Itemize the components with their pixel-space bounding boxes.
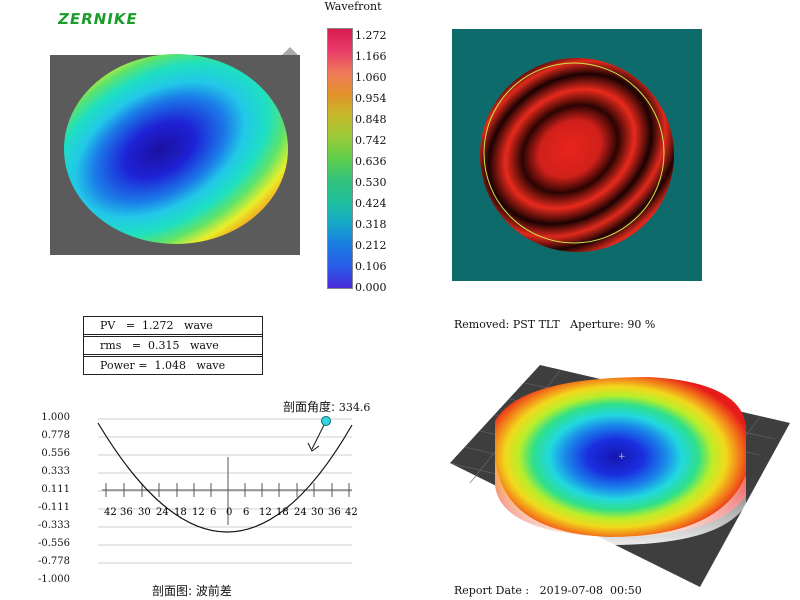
legend-value: 0.000 [355,281,387,294]
y-tick: -0.111 [37,502,70,513]
x-tick: 42 [104,507,117,518]
y-tick: 0.111 [41,484,70,495]
profile-caption: 剖面图: 波前差 [152,584,232,598]
angle-arrow [311,422,326,450]
wavefront-map: + [50,47,300,255]
svg-text:+: + [618,452,626,462]
legend-value: 1.166 [355,50,387,63]
x-tick: 12 [259,507,272,518]
profile-angle: 剖面角度: 334.6 [283,398,370,415]
legend-value: 0.318 [355,218,387,231]
x-tick: 36 [328,507,341,518]
power-value: Power = 1.048 wave [100,359,226,372]
y-tick: 0.333 [41,466,70,477]
y-tick: 0.556 [41,448,70,459]
zernike-logo: ZERNIKE [56,10,140,28]
rms-value: rms = 0.315 wave [84,337,262,357]
profile-curve [97,422,353,533]
interferogram [452,29,702,281]
legend-value: 0.106 [355,260,387,273]
y-tick: -0.778 [37,556,70,567]
angle-handle[interactable] [321,416,331,426]
y-tick: -1.000 [37,574,70,585]
x-tick: 30 [138,507,151,518]
y-tick: -0.556 [37,538,70,549]
x-tick: 18 [174,507,187,518]
pv-value: PV = 1.272 wave [84,317,262,337]
y-tick: 0.778 [41,430,70,441]
y-tick: -0.333 [37,520,70,531]
legend-value: 0.530 [355,176,387,189]
removed-aperture-text: Removed: PST TLT Aperture: 90 % [454,318,656,331]
wavefront-color-legend [327,28,353,289]
x-tick: 42 [345,507,358,518]
x-tick: 24 [294,507,307,518]
x-tick: 0 [226,507,232,518]
legend-value: 1.060 [355,71,387,84]
x-tick: 6 [243,507,249,518]
legend-value: 1.272 [355,29,387,42]
report-date: Report Date : 2019-07-08 00:50 [454,584,642,597]
x-tick: 12 [192,507,205,518]
legend-value: 0.212 [355,239,387,252]
x-tick: 24 [156,507,169,518]
x-tick: 30 [311,507,324,518]
x-tick: 36 [120,507,133,518]
svg-text:+: + [172,150,179,159]
resize-corner-icon[interactable] [282,47,298,55]
legend-value: 0.848 [355,113,387,126]
x-tick: 6 [210,507,216,518]
legend-value: 0.424 [355,197,387,210]
profile-plot: 42 36 30 24 18 12 6 0 6 12 18 24 30 36 4… [97,416,358,564]
legend-value: 0.742 [355,134,387,147]
wavefront-title: Wavefront [324,0,382,13]
x-axis-ticks [102,457,352,525]
x-tick: 18 [276,507,289,518]
legend-value: 0.636 [355,155,387,168]
surface-3d: + [450,365,790,587]
profile-angle-value: 334.6 [338,401,371,414]
profile-angle-label: 剖面角度: [283,400,336,414]
stats-table: PV = 1.272 wave rms = 0.315 wave Power =… [83,316,263,375]
aperture-ring [483,62,665,244]
y-tick: 1.000 [41,412,70,423]
legend-value: 0.954 [355,92,387,105]
